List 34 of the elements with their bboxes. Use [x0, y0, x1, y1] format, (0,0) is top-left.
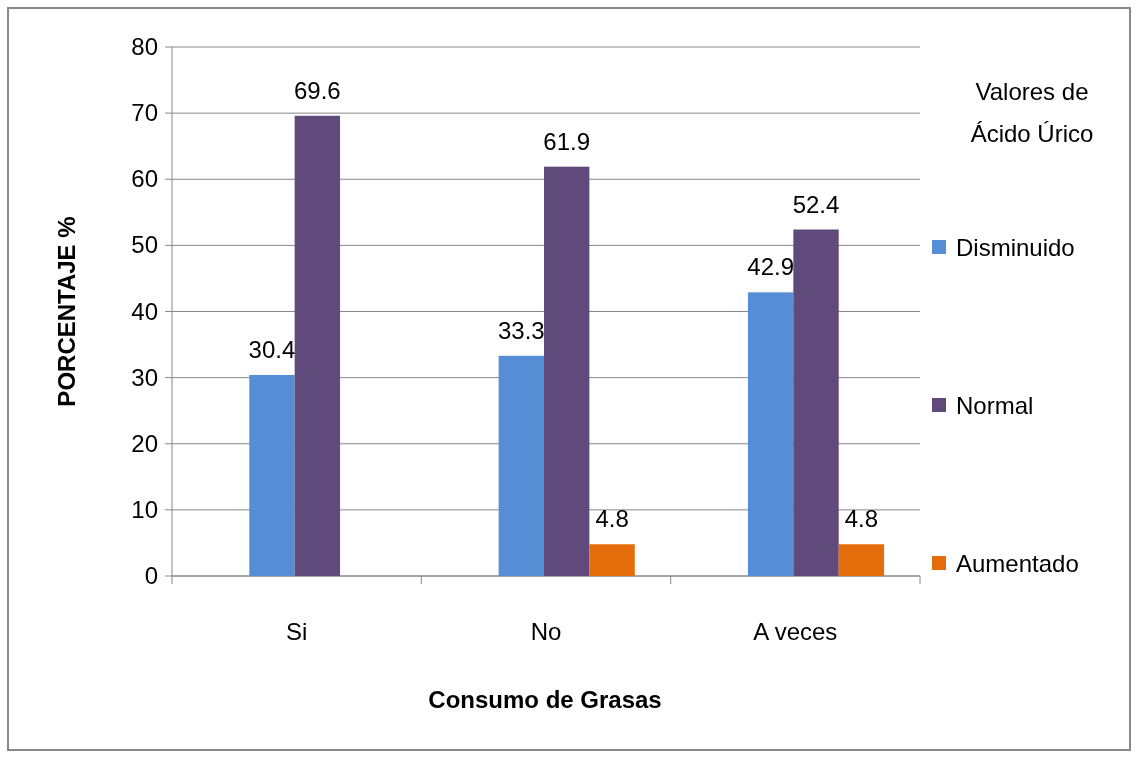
- y-tick-label: 30: [131, 363, 158, 391]
- x-tick-label: Si: [285, 618, 308, 645]
- data-label: 4.8: [844, 505, 879, 533]
- bar: [498, 355, 545, 576]
- y-tick-label: 0: [144, 562, 158, 589]
- legend-label: Aumentado: [956, 550, 1079, 577]
- x-axis-title: Consumo de Grasas: [428, 686, 662, 713]
- bar: [249, 374, 295, 576]
- data-label: 52.4: [792, 190, 840, 218]
- y-tick-label: 40: [131, 297, 158, 325]
- legend-title: Valores de Ácido Úrico: [970, 78, 1094, 147]
- y-tick-label: 80: [131, 33, 158, 60]
- y-tick-label: 70: [131, 99, 158, 127]
- bar: [793, 229, 839, 576]
- data-label: 42.9: [747, 253, 795, 281]
- x-tick-label: A veces: [753, 618, 838, 645]
- y-tick-label: 60: [131, 165, 158, 193]
- y-tick-label: 20: [131, 429, 158, 457]
- bar: [544, 166, 590, 576]
- bar: [294, 115, 341, 576]
- x-tick-label: No: [530, 618, 562, 645]
- y-axis-title: PORCENTAJE %: [53, 216, 80, 407]
- data-label: 30.4: [248, 335, 296, 363]
- y-tick-label: 10: [131, 495, 158, 523]
- bar: [747, 292, 794, 576]
- data-label: 69.6: [294, 76, 341, 104]
- data-label: 61.9: [543, 127, 591, 155]
- bar: [838, 544, 885, 576]
- legend-label: Disminuido: [956, 234, 1075, 261]
- data-label: 4.8: [595, 505, 629, 533]
- data-label: 33.3: [497, 316, 545, 344]
- bar: [589, 544, 635, 576]
- legend-label: Normal: [956, 392, 1034, 419]
- y-tick-label: 50: [131, 231, 158, 259]
